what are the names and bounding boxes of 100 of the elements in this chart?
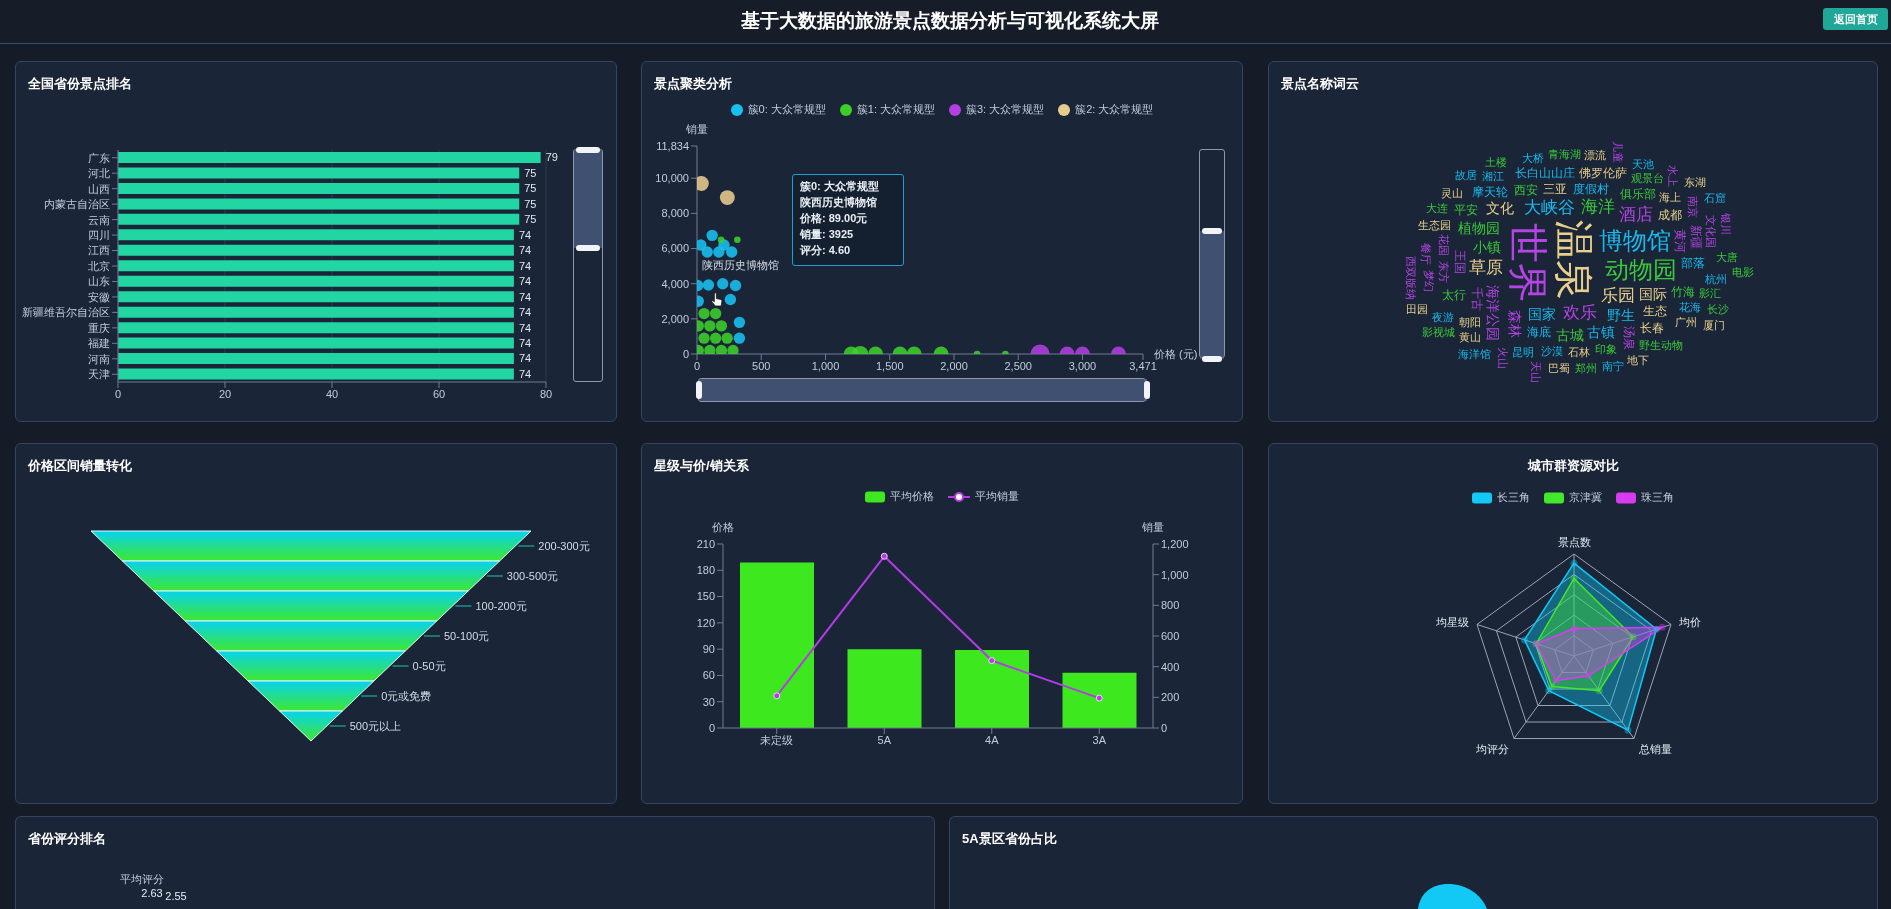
y-axis-title: 销量 xyxy=(686,122,708,135)
category-label: 0-50元 xyxy=(412,660,446,672)
category-label: 三亚 xyxy=(1543,182,1568,197)
bar xyxy=(955,650,1029,728)
category-label: 0元或免费 xyxy=(381,690,432,702)
y-tick-label: 河北 xyxy=(88,167,110,180)
y-tick-label: 11,834 xyxy=(656,139,689,152)
spoke-label: 总销量 xyxy=(1637,742,1672,755)
x-tick-label: 500 xyxy=(752,359,771,372)
category-label: 天池 xyxy=(1631,157,1654,170)
category-label: 野生 xyxy=(1607,306,1636,323)
category-label: 漂流 xyxy=(1584,148,1607,161)
category-label: 生态园 xyxy=(1418,218,1452,231)
category-label: 森林 xyxy=(1506,310,1523,339)
category-label: 地下 xyxy=(1626,353,1650,366)
category-label: 夜游 xyxy=(1432,310,1455,323)
category-label: 大连 xyxy=(1425,202,1448,215)
category-label: 大峡谷 xyxy=(1523,198,1575,218)
y2-tick-label: 200 xyxy=(1161,691,1180,704)
category-label: 电影 xyxy=(1731,265,1754,278)
y-tick-label: 福建 xyxy=(88,337,110,350)
x-tick-label: 80 xyxy=(539,387,553,400)
x-tick-label: 4A xyxy=(985,733,1000,746)
y2-axis-title: 销量 xyxy=(1142,520,1164,533)
text: 平均评分 xyxy=(120,872,164,885)
category-label: 石林 xyxy=(1568,345,1591,358)
category-label: 200-300元 xyxy=(538,540,590,552)
bar xyxy=(847,649,922,728)
category-label: 文化 xyxy=(1486,200,1515,217)
category-label: 古镇 xyxy=(1587,324,1616,341)
data-label: 74 xyxy=(518,244,532,257)
category-label: 野生动物 xyxy=(1639,338,1684,351)
category-label: 欢乐 xyxy=(1563,302,1598,322)
annotation: 评分: 4.60 xyxy=(800,244,851,256)
category-label: 沙漠 xyxy=(1541,344,1564,357)
category-label: 小镇 xyxy=(1472,238,1501,255)
category-label: 国家 xyxy=(1528,306,1557,323)
data-label: 75 xyxy=(524,197,537,210)
text: 省份评分排名 xyxy=(28,831,106,846)
chart-title: 星级与价/销关系 xyxy=(654,458,749,473)
x-tick-label: 5A xyxy=(877,733,892,746)
category-label: 银川 xyxy=(1719,212,1732,236)
chart-title: 全国省份景点排名 xyxy=(28,76,132,91)
category-label: 梦幻 xyxy=(1423,269,1436,292)
legend-label: 簇1: 大众常规型 xyxy=(856,102,935,117)
text: 5A景区省份占比 xyxy=(962,831,1057,846)
y-tick-label: 江西 xyxy=(88,244,110,257)
x-tick-label: 0 xyxy=(114,387,122,400)
category-label: 酒店 xyxy=(1619,205,1654,225)
category-label: 石窟 xyxy=(1703,191,1726,204)
y-tick-label: 210 xyxy=(696,537,715,550)
data-label: 74 xyxy=(518,290,532,303)
category-label: 文化园 xyxy=(1705,214,1718,248)
text: 景点名称词云 xyxy=(1281,76,1359,91)
data-label: 74 xyxy=(518,228,532,241)
chart-title: 景点聚类分析 xyxy=(654,76,732,91)
category-label: 南宁 xyxy=(1601,359,1624,372)
data-label: 79 xyxy=(545,151,558,164)
category-label: 海洋公园 xyxy=(1485,285,1502,342)
y-tick-label: 150 xyxy=(696,590,715,603)
category-label: 国际 xyxy=(1639,285,1668,302)
x-tick-label: 1,000 xyxy=(811,359,840,372)
legend-label: 平均销量 xyxy=(975,489,1019,504)
x-tick-label: 2,000 xyxy=(940,359,968,372)
y-tick-label: 6,000 xyxy=(661,242,689,255)
y-tick-label: 北京 xyxy=(88,259,110,272)
category-label: 大唐 xyxy=(1715,250,1738,263)
bar xyxy=(1062,672,1137,728)
category-label: 100-200元 xyxy=(475,600,527,612)
category-label: 东湖 xyxy=(1683,175,1706,188)
text: 基于大数据的旅游景点数据分析与可视化系统大屏 xyxy=(741,10,1159,31)
category-label: 长春 xyxy=(1639,321,1664,336)
y-tick-label: 广东 xyxy=(88,151,110,164)
category-label: 黄山 xyxy=(1458,331,1481,344)
y2-tick-label: 1,000 xyxy=(1161,568,1189,581)
category-label: 影视城 xyxy=(1422,325,1456,338)
category-label: 昆明 xyxy=(1512,345,1535,358)
category-label: 海洋馆 xyxy=(1458,348,1492,361)
y-tick-label: 0 xyxy=(708,721,715,734)
category-label: 花园 xyxy=(1438,234,1451,257)
annotation: 陕西历史博物馆 xyxy=(800,196,877,208)
category-label: 灵山 xyxy=(1440,187,1463,200)
legend-label: 簇2: 大众常规型 xyxy=(1075,102,1154,117)
category-label: 郑州 xyxy=(1575,362,1598,375)
y-tick-label: 10,000 xyxy=(655,172,689,185)
category-label: 俱乐部 xyxy=(1619,187,1656,202)
data-label: 74 xyxy=(518,306,532,319)
y-tick-label: 天津 xyxy=(88,368,110,381)
text: 2.55 xyxy=(165,890,187,902)
x-tick-label: 3A xyxy=(1092,733,1107,746)
category-label: 海上 xyxy=(1658,190,1681,203)
spoke-label: 均价 xyxy=(1677,615,1701,628)
y2-tick-label: 600 xyxy=(1161,629,1180,642)
category-label: 印象 xyxy=(1594,343,1617,356)
text: 价格区间销量转化 xyxy=(28,458,132,473)
data-label: 74 xyxy=(518,367,532,380)
data-label: 75 xyxy=(524,213,537,226)
y-tick-label: 30 xyxy=(702,695,715,708)
y2-tick-label: 1,200 xyxy=(1161,537,1189,550)
y-tick-label: 山东 xyxy=(88,275,110,288)
